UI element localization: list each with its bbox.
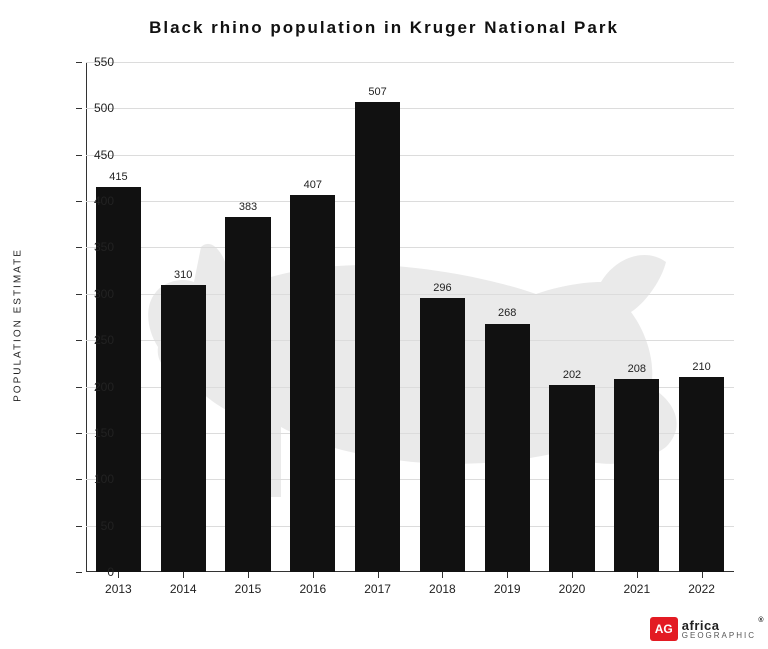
- bar-value-label: 208: [628, 363, 646, 375]
- bar-value-label: 210: [692, 361, 710, 373]
- x-tick: [637, 572, 638, 578]
- x-tick-label: 2018: [429, 582, 456, 596]
- y-tick-label: 50: [74, 519, 114, 533]
- y-axis-label: POPULATION ESTIMATE: [13, 248, 24, 402]
- bar-value-label: 407: [304, 179, 322, 191]
- gridline: [86, 62, 734, 63]
- brand-line1: africa: [682, 619, 756, 632]
- bar-value-label: 296: [433, 282, 451, 294]
- x-tick: [118, 572, 119, 578]
- x-tick: [572, 572, 573, 578]
- brand-text: africa GEOGRAPHIC: [682, 619, 756, 640]
- x-tick-label: 2022: [688, 582, 715, 596]
- bar: [355, 102, 400, 572]
- y-tick-label: 400: [74, 194, 114, 208]
- bar: [679, 377, 724, 572]
- gridline: [86, 155, 734, 156]
- bar: [614, 379, 659, 572]
- y-tick-label: 200: [74, 380, 114, 394]
- x-tick-label: 2021: [623, 582, 650, 596]
- x-tick-label: 2017: [364, 582, 391, 596]
- y-tick-label: 100: [74, 472, 114, 486]
- bar-value-label: 507: [368, 86, 386, 98]
- x-tick: [442, 572, 443, 578]
- bar-value-label: 383: [239, 201, 257, 213]
- bar: [225, 217, 270, 572]
- y-axis-line: [86, 62, 87, 572]
- bar: [485, 324, 530, 573]
- brand-line2: GEOGRAPHIC: [682, 632, 756, 640]
- gridline: [86, 201, 734, 202]
- y-tick-label: 250: [74, 333, 114, 347]
- bar: [290, 195, 335, 572]
- chart-title: Black rhino population in Kruger Nationa…: [0, 18, 768, 38]
- y-tick-label: 150: [74, 426, 114, 440]
- brand-badge: AG: [650, 617, 678, 641]
- x-tick-label: 2020: [559, 582, 586, 596]
- plot-area: 415 310 383 407 507 296 268 202 208 210: [86, 62, 734, 572]
- x-tick: [702, 572, 703, 578]
- bar: [161, 285, 206, 572]
- bar: [549, 385, 594, 572]
- x-tick: [183, 572, 184, 578]
- bar-value-label: 202: [563, 369, 581, 381]
- gridline: [86, 108, 734, 109]
- y-tick-label: 350: [74, 240, 114, 254]
- y-tick-label: 550: [74, 55, 114, 69]
- brand-logo: AG africa GEOGRAPHIC: [650, 617, 756, 641]
- x-tick-label: 2015: [235, 582, 262, 596]
- gridline: [86, 247, 734, 248]
- x-tick-label: 2014: [170, 582, 197, 596]
- bar-value-label: 310: [174, 269, 192, 281]
- x-tick: [248, 572, 249, 578]
- x-tick: [507, 572, 508, 578]
- bar-value-label: 268: [498, 307, 516, 319]
- x-tick-label: 2019: [494, 582, 521, 596]
- bar: [420, 298, 465, 572]
- x-tick: [313, 572, 314, 578]
- y-tick-label: 0: [74, 565, 114, 579]
- x-tick-label: 2013: [105, 582, 132, 596]
- bar-value-label: 415: [109, 171, 127, 183]
- chart-container: Black rhino population in Kruger Nationa…: [0, 0, 768, 649]
- x-tick-label: 2016: [299, 582, 326, 596]
- y-tick-label: 300: [74, 287, 114, 301]
- y-tick-label: 500: [74, 101, 114, 115]
- y-tick-label: 450: [74, 148, 114, 162]
- x-tick: [378, 572, 379, 578]
